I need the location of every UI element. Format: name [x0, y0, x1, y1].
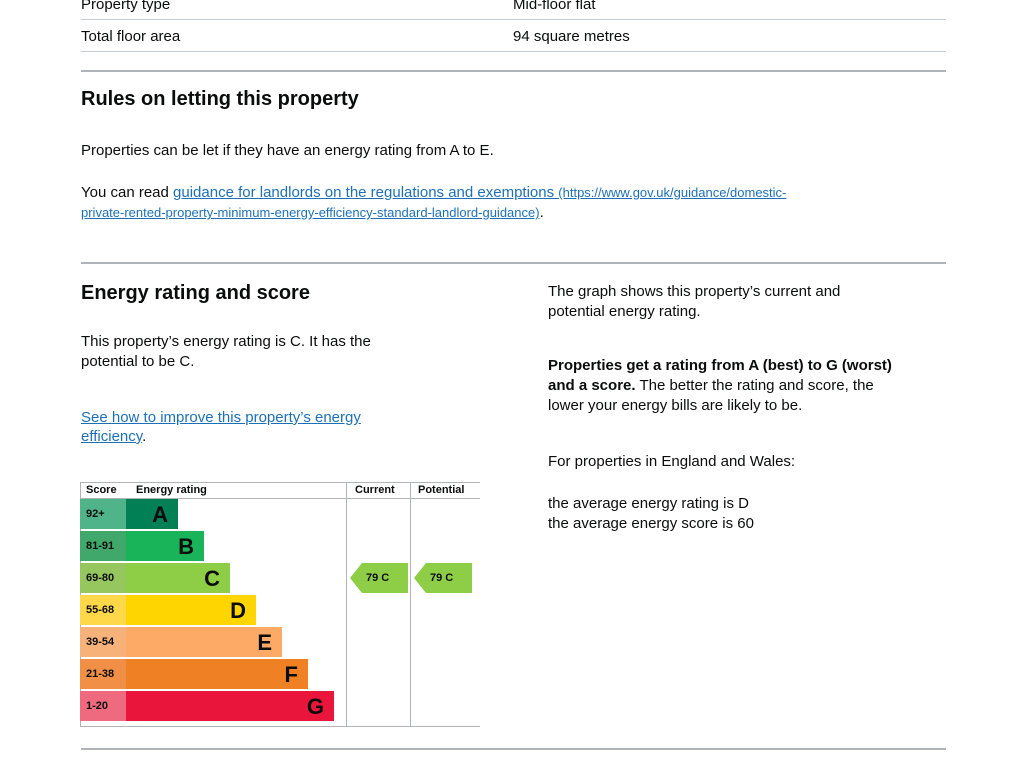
potential-rating-arrow: 79 C	[414, 563, 472, 593]
band-score-range: 39-54	[80, 627, 126, 657]
band-letter: E	[257, 630, 272, 655]
average-score: the average energy score is 60	[548, 515, 754, 532]
guidance-prefix: You can read	[81, 184, 174, 201]
chart-top-border	[80, 482, 480, 483]
rating-header: Energy rating	[136, 484, 207, 496]
band-bar-f: F	[126, 659, 308, 689]
improve-link-line1: See how to improve this property’s energ…	[81, 408, 361, 428]
band-score-range: 81-91	[80, 531, 126, 561]
region-text: For properties in England and Wales:	[548, 453, 796, 470]
band-bar-c: C	[126, 563, 230, 593]
property-type-value: Mid-floor flat	[513, 0, 596, 13]
letting-heading: Rules on letting this property	[81, 88, 359, 110]
floor-area-value: 94 square metres	[513, 28, 630, 45]
summary-divider	[81, 51, 946, 52]
energy-text-line1: This property’s energy rating is C. It h…	[81, 333, 371, 350]
potential-column-left	[410, 482, 411, 726]
band-letter: B	[178, 534, 194, 559]
band-bar-e: E	[126, 627, 282, 657]
score-header: Score	[86, 484, 117, 496]
band-letter: C	[204, 566, 220, 591]
letting-guidance: You can read guidance for landlords on t…	[81, 183, 951, 203]
energy-heading: Energy rating and score	[81, 282, 310, 304]
rating-explainer-line2: and a score. The better the rating and s…	[548, 377, 874, 394]
improve-efficiency-link-cont[interactable]: efficiency	[81, 428, 143, 445]
energy-rating-chart: Score Energy rating Current Potential 92…	[80, 482, 480, 727]
current-rating-arrow: 79 C	[350, 563, 408, 593]
section-divider	[81, 262, 946, 264]
band-score-range: 55-68	[80, 595, 126, 625]
band-letter: G	[306, 694, 324, 719]
section-divider	[81, 748, 946, 750]
band-score-range: 21-38	[80, 659, 126, 689]
current-column-left	[346, 482, 347, 726]
band-letter: A	[152, 502, 168, 527]
band-score-range: 1-20	[80, 691, 126, 721]
section-divider	[81, 70, 946, 72]
landlord-guidance-link[interactable]: guidance for landlords on the regulation…	[173, 184, 787, 201]
chart-bottom-border	[80, 726, 480, 727]
current-rating-label: 79 C	[366, 572, 390, 584]
rating-explainer-line3: lower your energy bills are likely to be…	[548, 397, 803, 414]
band-bar-a: A	[126, 499, 178, 529]
band-bar-d: D	[126, 595, 256, 625]
floor-area-label: Total floor area	[81, 28, 181, 45]
potential-header: Potential	[418, 484, 465, 496]
band-bar-b: B	[126, 531, 204, 561]
landlord-guidance-link-url[interactable]: private-rented-property-minimum-energy-e…	[81, 205, 540, 220]
band-bar-g: G	[126, 691, 334, 721]
graph-info-line2: potential energy rating.	[548, 303, 701, 320]
letting-guidance-cont: private-rented-property-minimum-energy-e…	[81, 204, 544, 221]
potential-rating-label: 79 C	[430, 572, 454, 584]
band-letter: D	[230, 598, 246, 623]
average-rating: the average energy rating is D	[548, 495, 749, 512]
rating-explainer-bold: Properties get a rating from A (best) to…	[548, 357, 892, 374]
graph-info-line1: The graph shows this property’s current …	[548, 283, 841, 300]
current-header: Current	[355, 484, 395, 496]
chart-header-border	[80, 498, 480, 499]
letting-text: Properties can be let if they have an en…	[81, 142, 494, 159]
energy-text-line2: potential to be C.	[81, 353, 195, 370]
property-type-label: Property type	[81, 0, 171, 13]
band-score-range: 92+	[80, 499, 126, 529]
band-letter: F	[284, 662, 298, 687]
summary-divider	[81, 19, 946, 20]
band-score-range: 69-80	[80, 563, 126, 593]
improve-link-line2: efficiency.	[81, 428, 147, 445]
improve-efficiency-link[interactable]: See how to improve this property’s energ…	[81, 409, 361, 426]
